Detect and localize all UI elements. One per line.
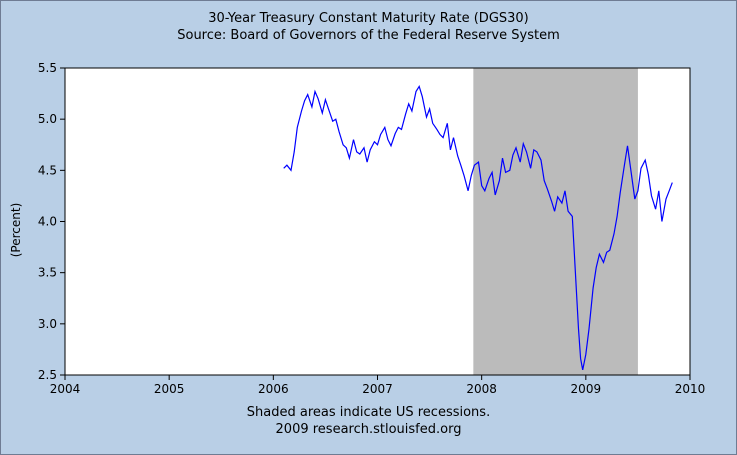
x-tick-label: 2005 [154,382,185,396]
source-note: 2009 research.stlouisfed.org [275,422,462,437]
x-tick-label: 2004 [50,382,81,396]
recession-band [473,68,638,375]
x-axis: 2004 2005 2006 2007 2008 2009 2010 [50,375,706,396]
plot-border [64,67,691,376]
chart-title: 30-Year Treasury Constant Maturity Rate … [208,11,529,26]
y-tick-label: 5.5 [38,61,57,75]
y-tick-label: 2.5 [38,368,57,382]
x-tick-label: 2008 [466,382,497,396]
y-axis-label: (Percent) [9,203,23,258]
recession-bands [473,68,638,375]
x-tick-label: 2007 [362,382,393,396]
series-line-dgs30 [283,84,673,371]
y-axis: 2.5 3.0 3.5 4.0 4.5 5.0 5.5 [38,61,65,382]
y-tick-label: 4.5 [38,163,57,177]
chart-subtitle: Source: Board of Governors of the Federa… [177,28,560,43]
x-tick-label: 2009 [571,382,602,396]
y-tick-label: 5.0 [38,112,57,126]
y-tick-label: 3.0 [38,317,57,331]
y-tick-label: 4.0 [38,215,57,229]
y-tick-label: 3.5 [38,266,57,280]
recession-note: Shaded areas indicate US recessions. [246,405,491,420]
x-tick-label: 2006 [258,382,289,396]
x-tick-label: 2010 [675,382,706,396]
